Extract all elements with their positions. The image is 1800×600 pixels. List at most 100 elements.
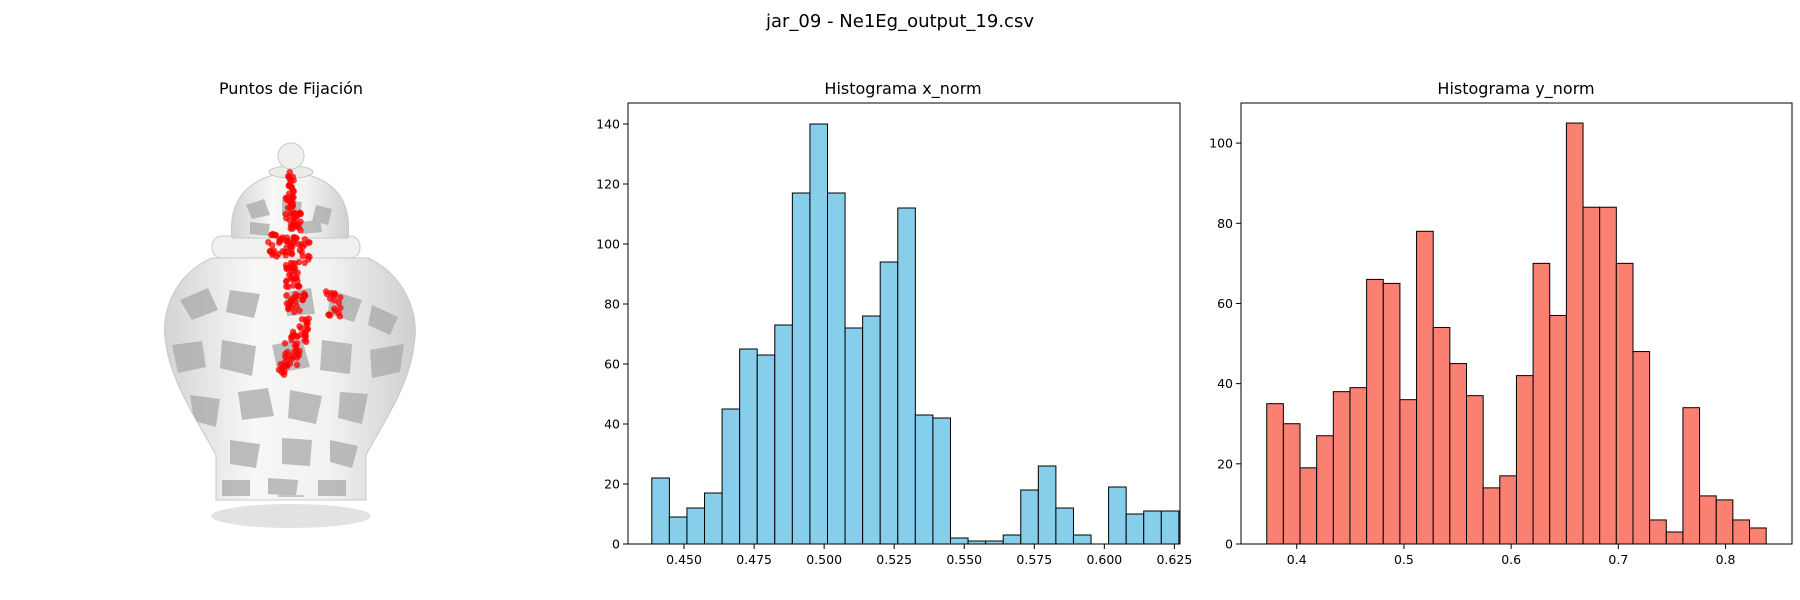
y-tick-label: 60	[1217, 296, 1233, 311]
fixation-point	[301, 259, 308, 267]
y-tick-label: 120	[596, 177, 620, 192]
histogram-bar	[1432, 327, 1451, 545]
x-tick-label: 0.500	[806, 552, 842, 567]
fixation-point	[282, 350, 289, 357]
histogram-bar	[1366, 278, 1384, 545]
fixation-point	[335, 299, 343, 306]
fixation-point	[290, 331, 298, 338]
fixation-point	[325, 311, 332, 318]
histogram-bar	[1316, 435, 1334, 545]
histogram-bar	[932, 417, 951, 545]
histogram-bar	[1282, 423, 1301, 545]
fixation-point	[285, 190, 293, 197]
histogram-bar	[1332, 391, 1351, 545]
fixation-point	[330, 291, 337, 298]
histogram-x-xaxis: 0.450 0.475 0.500 0.525 0.550 0.575 0.600 0.625	[666, 544, 1192, 567]
histogram-bar	[651, 477, 670, 545]
histogram-bar	[1665, 531, 1684, 545]
fixation-point	[269, 242, 276, 249]
fixation-point	[296, 283, 303, 290]
fixation-points	[265, 168, 344, 378]
fixation-point	[292, 291, 299, 298]
fixation-point	[292, 260, 299, 267]
histogram-bar	[1549, 314, 1567, 545]
fixation-point	[285, 173, 292, 180]
x-tick-label: 0.450	[666, 552, 702, 567]
fixation-point	[288, 304, 295, 311]
histogram-bar	[1649, 519, 1667, 545]
x-tick-label: 0.575	[1016, 552, 1052, 567]
image-panel-title: Puntos de Fijación	[219, 79, 363, 98]
histogram-bar	[1449, 363, 1468, 545]
histogram-bar	[1749, 527, 1767, 545]
fixation-point	[283, 283, 290, 290]
fixation-point	[282, 278, 290, 285]
fixation-point	[271, 231, 278, 239]
y-tick-label: 140	[596, 117, 620, 132]
histogram-bar	[1499, 475, 1517, 545]
fixation-point	[287, 221, 295, 229]
histogram-bar	[897, 207, 916, 545]
y-tick-label: 100	[596, 237, 620, 252]
histogram-x-panel: Histograma x_norm 0.450 0.475 0.500 0.525 0.…	[596, 79, 1192, 567]
histogram-x-bars	[651, 123, 1180, 545]
fixation-point	[296, 347, 303, 355]
histogram-bar	[1532, 262, 1551, 545]
fixation-point	[283, 300, 290, 307]
fixation-point	[291, 348, 298, 355]
x-tick-label: 0.5	[1394, 552, 1414, 567]
y-tick-label: 40	[1217, 376, 1233, 391]
histogram-bar	[756, 354, 776, 545]
histogram-bar	[1599, 206, 1617, 545]
y-tick-label: 40	[604, 417, 620, 432]
histogram-y-bars	[1266, 122, 1767, 545]
fixation-point	[279, 248, 286, 255]
x-tick-label: 0.8	[1716, 552, 1736, 567]
histogram-y-title: Histograma y_norm	[1437, 79, 1594, 99]
y-tick-label: 60	[604, 357, 620, 372]
fixation-point	[335, 310, 342, 317]
histogram-bar	[739, 348, 758, 545]
histogram-bar	[827, 192, 846, 545]
histogram-bar	[1349, 387, 1368, 545]
figure-title: jar_09 - Ne1Eg_output_19.csv	[765, 11, 1034, 32]
fixation-point	[283, 292, 290, 299]
histogram-bar	[1299, 467, 1318, 545]
fixation-point	[331, 305, 338, 312]
histogram-bar	[949, 537, 969, 545]
histogram-bar	[1582, 206, 1601, 545]
x-tick-label: 0.600	[1086, 552, 1122, 567]
histogram-bar	[1382, 282, 1401, 545]
fixation-point	[302, 332, 309, 339]
y-tick-label: 0	[1225, 537, 1233, 552]
fixation-point	[337, 294, 344, 301]
x-tick-label: 0.625	[1156, 552, 1192, 567]
fixation-point	[303, 338, 310, 345]
fixation-point	[293, 234, 300, 242]
fixation-point	[276, 235, 283, 243]
histogram-bar	[1160, 510, 1180, 545]
histogram-bar	[1482, 487, 1501, 545]
histogram-bar	[704, 492, 723, 545]
fixation-point	[299, 243, 307, 251]
fixation-point	[296, 323, 303, 330]
x-tick-label: 0.4	[1287, 552, 1307, 567]
fixation-point	[286, 360, 294, 367]
y-tick-label: 20	[604, 477, 620, 492]
histogram-bar	[1399, 399, 1418, 545]
fixation-point	[337, 304, 344, 312]
fixation-point	[285, 182, 292, 189]
fixation-point	[290, 275, 298, 282]
fixation-point	[282, 210, 289, 218]
histogram-bar	[1466, 395, 1484, 545]
histogram-x-yaxis: 0 20 40 60 80 100 120 140	[596, 117, 628, 552]
histogram-bar	[1266, 403, 1284, 545]
fixation-point	[283, 234, 291, 241]
histogram-x-title: Histograma x_norm	[824, 79, 981, 99]
fixation-point	[290, 282, 297, 289]
y-tick-label: 80	[1217, 216, 1233, 231]
histogram-bar	[1682, 407, 1701, 545]
fixation-point	[289, 243, 296, 250]
fixation-point	[331, 297, 338, 304]
histogram-x-frame	[627, 102, 1181, 545]
